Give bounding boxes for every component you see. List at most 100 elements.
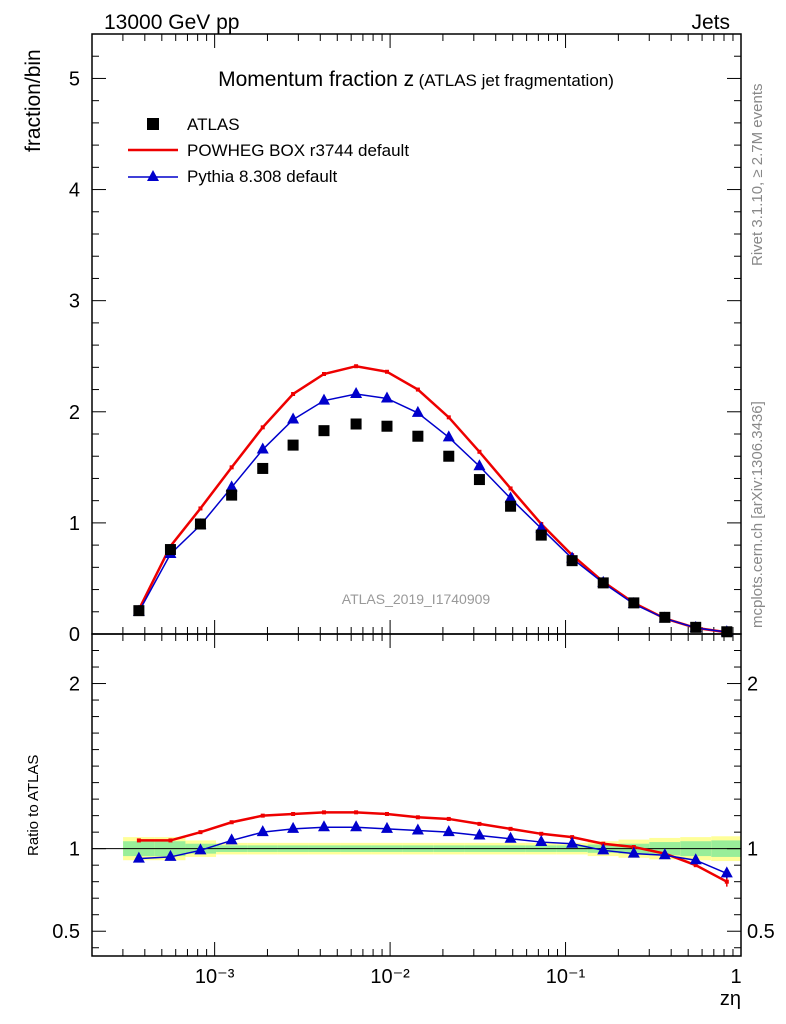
atlas-point <box>443 450 455 462</box>
ratio-y-tick-label-right: 1 <box>747 839 758 861</box>
ratio-pythia-point <box>658 848 671 860</box>
ratio-pythia-point <box>132 851 145 863</box>
legend-powheg-label: POWHEG BOX r3744 default <box>187 141 409 160</box>
powheg-point <box>260 425 265 430</box>
powheg-point <box>446 415 451 420</box>
mcplots-label: mcplots.cern.ch [arXiv:1306.3436] <box>749 401 766 628</box>
x-tick-label: 10⁻³ <box>195 966 235 988</box>
atlas-point <box>505 500 517 512</box>
atlas-point <box>412 430 424 442</box>
y-tick-label: 4 <box>69 180 80 202</box>
pythia-point <box>442 430 455 442</box>
ratio-powheg-line <box>138 811 728 883</box>
pythia-point <box>350 387 363 398</box>
atlas-point <box>659 611 671 623</box>
legend-pythia-label: Pythia 8.308 default <box>187 167 338 186</box>
ratio-pythia-point <box>566 836 579 848</box>
ratio-powheg-point <box>260 813 265 818</box>
ratio-frame <box>91 633 742 957</box>
ratio-pythia-point <box>287 821 300 833</box>
main-title: Momentum fraction z (ATLAS jet fragmenta… <box>218 68 614 91</box>
main-ylabel: fraction/bin <box>22 49 45 152</box>
pythia-point <box>504 491 517 503</box>
legend-atlas-marker <box>147 118 159 130</box>
powheg-point <box>477 449 482 454</box>
ratio-panel: 10⁻³ 10⁻² 10⁻¹ 1 0.5 0.5 1 1 2 2 <box>52 633 775 988</box>
ratio-pythia-point <box>597 843 610 855</box>
ratio-xlabel: zη <box>720 988 741 1010</box>
atlas-point <box>133 605 145 617</box>
y-tick-label: 3 <box>69 291 80 313</box>
atlas-point <box>721 626 733 638</box>
header-right: Jets <box>691 11 730 34</box>
ratio-powheg-point <box>168 838 173 843</box>
ratio-pythia-point <box>317 820 330 832</box>
atlas-point <box>226 489 238 501</box>
pythia-point <box>473 459 486 471</box>
ratio-powheg-point <box>321 810 326 815</box>
ratio-powheg-point <box>693 863 698 868</box>
ratio-pythia-point <box>380 821 393 833</box>
atlas-point <box>318 425 330 437</box>
powheg-point <box>384 369 389 374</box>
ratio-powheg-point <box>291 811 296 816</box>
ratio-pythia-point <box>627 846 640 858</box>
ratio-pythia-point <box>689 853 702 865</box>
atlas-point <box>194 518 206 530</box>
ratio-pythia-point <box>256 825 269 837</box>
ratio-pythia-point <box>504 831 517 843</box>
powheg-point <box>291 392 296 396</box>
atlas-point <box>690 621 702 633</box>
ratio-pythia-point <box>225 833 238 845</box>
x-tick-label: 10⁻¹ <box>546 966 586 988</box>
ratio-pythia-line <box>138 826 728 875</box>
ratio-pythia-point <box>194 843 207 855</box>
atlas-point <box>287 439 299 451</box>
main-title-suffix: (ATLAS jet fragmentation) <box>419 71 614 90</box>
ratio-powheg-point <box>446 816 451 821</box>
rivet-label: Rivet 3.1.10, ≥ 2.7M events <box>749 84 766 267</box>
main-panel: 0 1 2 3 4 5 <box>69 33 742 646</box>
powheg-point <box>198 506 203 511</box>
ratio-y-tick-label: 1 <box>69 839 80 861</box>
ratio-y-tick-label-right: 2 <box>747 674 758 696</box>
ratio-y-tick-label: 0.5 <box>52 921 80 943</box>
ratio-y-tick-label: 2 <box>69 674 80 696</box>
pythia-point <box>317 393 330 405</box>
y-tick-label: 1 <box>69 513 80 535</box>
ratio-powheg-point <box>539 831 544 836</box>
pythia-point <box>287 412 300 424</box>
ratio-powheg-point <box>415 815 420 820</box>
pythia-point <box>411 405 424 417</box>
legend-atlas-label: ATLAS <box>187 115 240 134</box>
atlas-point <box>628 597 640 609</box>
powheg-point <box>508 486 513 491</box>
ratio-powheg-point <box>508 826 513 831</box>
ratio-pythia-point <box>535 835 548 847</box>
atlas-point <box>597 577 609 589</box>
ratio-ylabel: Ratio to ATLAS <box>25 755 42 856</box>
atlas-point <box>164 544 176 556</box>
y-tick-label: 0 <box>69 624 80 646</box>
main-title-text: Momentum fraction z <box>218 68 414 91</box>
ratio-pythia-point <box>442 825 455 837</box>
atlas-point <box>566 555 578 567</box>
powheg-point <box>229 465 234 470</box>
pythia-point <box>380 391 393 403</box>
y-tick-label: 2 <box>69 402 80 424</box>
pythia-point <box>225 480 238 492</box>
ratio-powheg-point <box>229 820 234 825</box>
legend: ATLAS POWHEG BOX r3744 default Pythia 8.… <box>128 115 409 186</box>
header-left: 13000 GeV pp <box>104 11 239 34</box>
ratio-powheg-point <box>354 810 359 815</box>
legend-pythia-marker <box>147 170 159 181</box>
powheg-point <box>354 364 359 369</box>
analysis-watermark: ATLAS_2019_I1740909 <box>342 591 491 607</box>
ratio-powheg-point <box>136 838 141 843</box>
ratio-powheg-point <box>198 830 203 835</box>
atlas-point <box>257 462 269 474</box>
atlas-point <box>381 420 393 432</box>
ratio-pythia-point <box>411 823 424 835</box>
powheg-point <box>321 372 326 376</box>
